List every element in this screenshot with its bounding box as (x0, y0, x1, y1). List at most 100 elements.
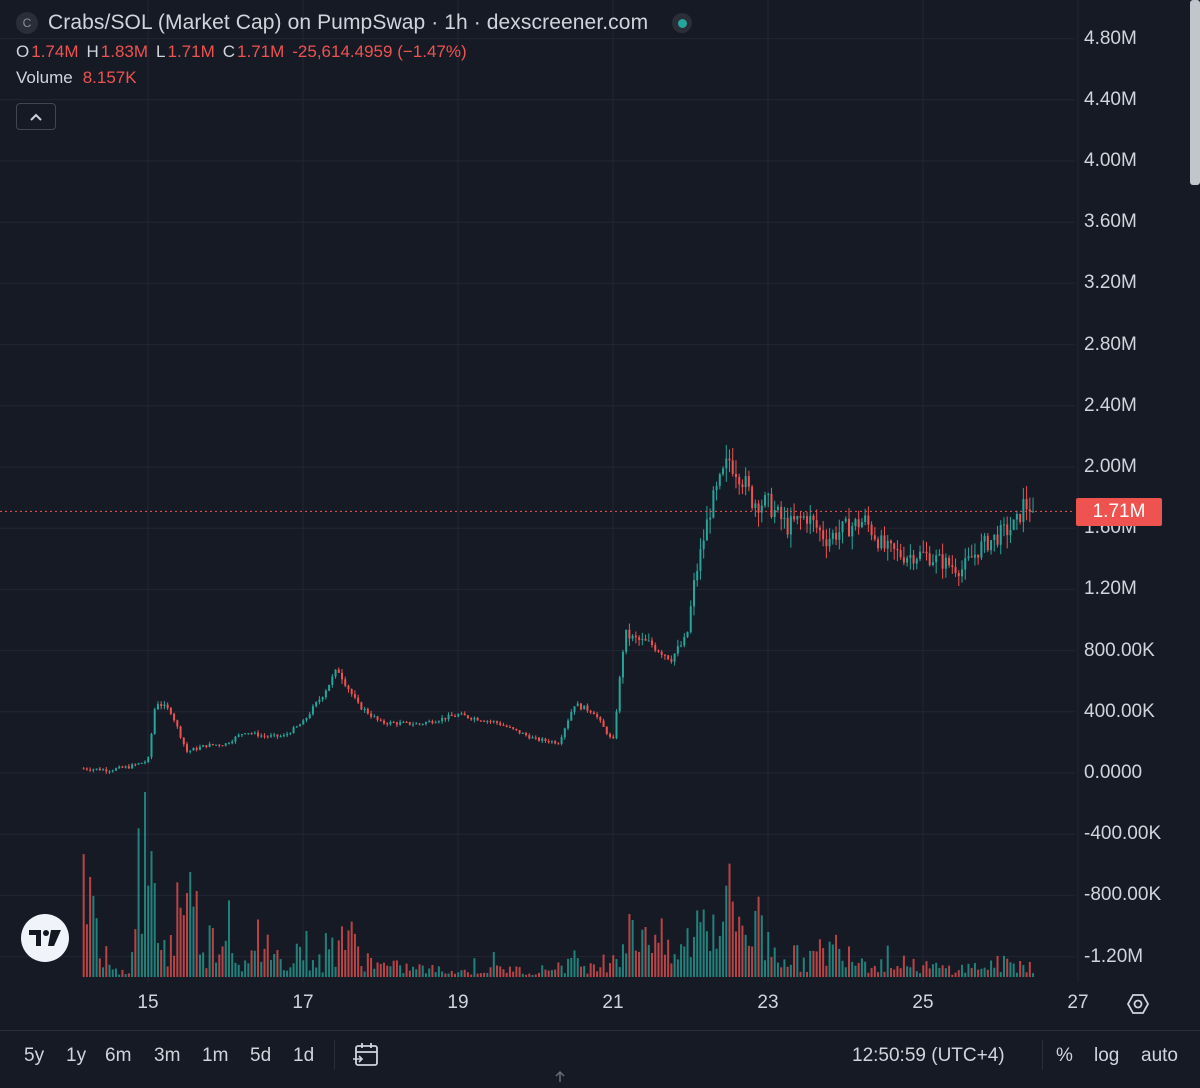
timeframe-1d-button[interactable]: 1d (293, 1045, 315, 1066)
volume-bar (111, 969, 114, 977)
volume-bar (980, 968, 983, 977)
volume-bar (454, 973, 457, 977)
tradingview-logo-icon[interactable] (21, 914, 69, 962)
pane-resize-handle-icon[interactable] (553, 1069, 567, 1083)
candle-body (447, 714, 450, 720)
volume-bar (1019, 960, 1022, 977)
timeframe-1m-button[interactable]: 1m (202, 1045, 229, 1066)
volume-bar (431, 965, 434, 977)
page-scrollbar[interactable] (1190, 0, 1200, 185)
candle-body (773, 510, 776, 518)
volume-bar (518, 967, 521, 977)
volume-bar (541, 965, 544, 977)
volume-bar (864, 961, 867, 977)
volume-bar (321, 972, 324, 977)
candle-body (734, 473, 737, 478)
volume-bar (880, 959, 883, 977)
candle-body (386, 723, 389, 725)
candle-body (599, 717, 602, 721)
volume-bar (673, 954, 676, 977)
date-range-calendar-icon[interactable] (352, 1041, 380, 1069)
volume-bar (328, 949, 331, 977)
candle-body (344, 679, 347, 686)
chart-settings-gear-icon[interactable] (1126, 992, 1150, 1016)
volume-bar (102, 967, 105, 977)
volume-bar (476, 973, 479, 977)
timeframe-5y-button[interactable]: 5y (24, 1045, 45, 1066)
volume-bar (896, 966, 899, 977)
volume-bar (586, 973, 589, 977)
volume-bar (492, 952, 495, 977)
candle-body (1032, 511, 1035, 513)
timeframe-6m-button[interactable]: 6m (105, 1045, 132, 1066)
timeframe-3m-button[interactable]: 3m (154, 1045, 181, 1066)
volume-bar (470, 974, 473, 977)
volume-bar (780, 967, 783, 977)
timezone-clock[interactable]: 12:50:59 (UTC+4) (852, 1045, 1005, 1066)
candle-body (496, 721, 499, 723)
price-axis-label: 0.0000 (1084, 762, 1143, 783)
volume-bar (983, 967, 986, 977)
candle-body (596, 714, 599, 718)
price-axis-label: 800.00K (1084, 639, 1155, 661)
candle-body (85, 768, 88, 770)
volume-bar (166, 966, 169, 977)
candle-body (935, 555, 938, 563)
candle-body (609, 733, 612, 737)
candle-body (537, 737, 540, 741)
symbol-icon[interactable]: C (16, 12, 38, 34)
candle-body (237, 734, 240, 737)
log-scale-button[interactable]: log (1094, 1045, 1120, 1066)
candle-body (612, 736, 615, 739)
volume-bar (615, 959, 618, 977)
price-axis-label: 2.80M (1084, 333, 1137, 355)
open-label: O (16, 42, 30, 61)
candle-body (977, 554, 980, 558)
candle-body (931, 562, 934, 566)
volume-bar (240, 971, 243, 977)
auto-scale-button[interactable]: auto (1141, 1045, 1178, 1066)
volume-bar (628, 914, 631, 977)
candle-body (111, 770, 114, 772)
collapse-legend-button[interactable] (16, 103, 56, 130)
candle-body (121, 766, 124, 768)
volume-bar (108, 964, 111, 977)
candle-body (605, 726, 608, 734)
volume-bar (999, 972, 1002, 977)
volume-bar (496, 965, 499, 977)
volume-bar (353, 933, 356, 977)
candle-body (144, 762, 147, 764)
candle-body (638, 637, 641, 640)
candle-body (689, 606, 692, 632)
candle-body (179, 726, 182, 738)
volume-bar (931, 964, 934, 977)
volume-bar (457, 972, 460, 977)
volume-bar (156, 943, 159, 977)
price-axis-label: 4.80M (1084, 27, 1137, 49)
candle-body (363, 708, 366, 710)
volume-bar (253, 950, 256, 977)
volume-bar (182, 915, 185, 977)
candle-body (986, 535, 989, 551)
timeframe-5d-button[interactable]: 5d (250, 1045, 272, 1066)
close-label: C (222, 42, 236, 61)
time-axis-label: 21 (602, 992, 624, 1013)
volume-bar (686, 928, 689, 977)
volume-bar (806, 971, 809, 977)
timeframe-1y-button[interactable]: 1y (66, 1045, 87, 1066)
candle-body (186, 744, 189, 752)
volume-bar (447, 973, 450, 977)
percent-scale-button[interactable]: % (1056, 1045, 1073, 1066)
candle-body (382, 720, 385, 724)
volume-bar (741, 925, 744, 977)
candle-body (744, 476, 747, 488)
volume-bar (118, 974, 121, 977)
candle-body (286, 734, 289, 736)
candle-body (818, 527, 821, 531)
volume-bar (315, 967, 318, 977)
candle-body (492, 721, 495, 723)
volume-bar (831, 944, 834, 977)
candle-body (124, 766, 127, 768)
volume-bar (347, 930, 350, 977)
